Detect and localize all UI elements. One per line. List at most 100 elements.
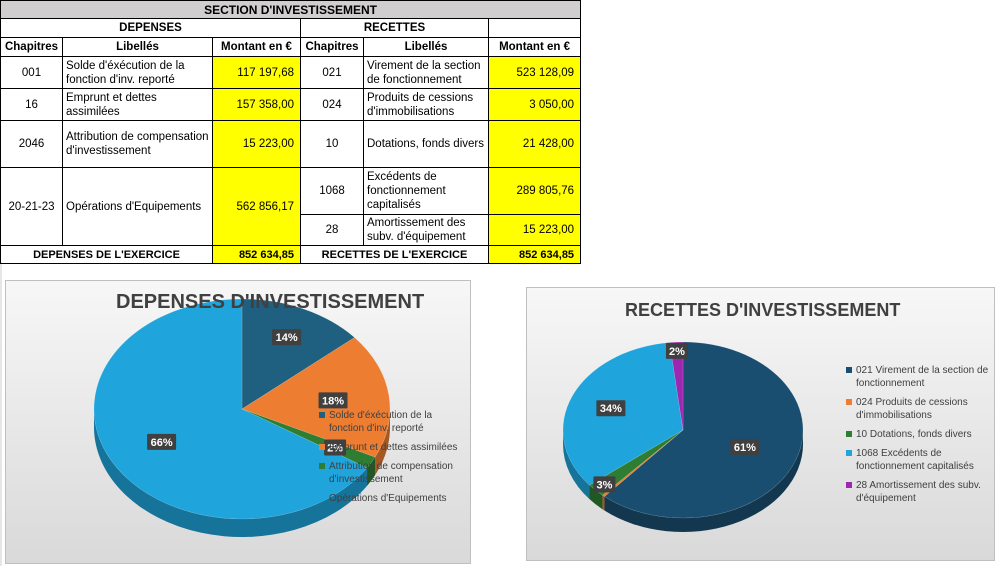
pie-slice-0[interactable]	[604, 341, 804, 519]
pie-data-label-2: 2%	[324, 439, 347, 456]
legend-swatch-1	[846, 399, 852, 405]
depenses-chart-title: DEPENSES D'INVESTISSEMENT	[116, 291, 425, 313]
col-montant-dep: Montant en €	[212, 37, 301, 57]
recettes-legend: 021 Virement de la section de fonctionne…	[846, 364, 994, 511]
dep-chapitre: 20-21-23	[0, 167, 63, 246]
legend-label-3: 1068 Excédents de fonctionnement capital…	[856, 448, 974, 472]
pie-slice-1[interactable]	[241, 337, 391, 458]
col-chapitres-dep: Chapitres	[0, 37, 63, 57]
depenses-legend: Solde d'éxécution de la fonction d'inv. …	[319, 409, 469, 511]
rec-montant: 21 428,00	[487, 120, 582, 168]
total-recettes-label: RECETTES DE L'EXERCICE	[300, 245, 489, 264]
budget-table: SECTION D'INVESTISSEMENT DEPENSES RECETT…	[0, 0, 582, 264]
pie-slice-3[interactable]	[93, 298, 368, 520]
sheet-margin	[0, 262, 2, 566]
col-chapitres-rec: Chapitres	[300, 37, 364, 57]
rec-chapitre: 10	[300, 120, 364, 168]
pie-slice-side-3	[563, 430, 590, 500]
rec-libelle: Excédents de fonctionnement capitalisés	[363, 167, 489, 215]
pie-slice-side-3	[93, 409, 368, 537]
section-title: SECTION D'INVESTISSEMENT	[0, 0, 582, 19]
dep-libelle: Emprunt et dettes assimilées	[62, 88, 213, 121]
total-depenses: 852 634,85	[212, 245, 301, 264]
pie-data-label-4: 2%	[665, 342, 688, 359]
legend-label-3: Opérations d'Equipements	[329, 493, 447, 504]
rec-libelle: Dotations, fonds divers	[363, 120, 489, 168]
legend-label-4: 28 Amortissement des subv. d'équipement	[856, 480, 981, 504]
total-recettes: 852 634,85	[487, 245, 582, 264]
svg-text:14%: 14%	[276, 332, 298, 344]
depenses-pie-svg: 14% 18% 2% 66%	[93, 298, 391, 537]
pie-slice-side-0	[604, 430, 803, 532]
rec-montant: 289 805,76	[487, 167, 582, 215]
rec-montant: 3 050,00	[487, 88, 582, 121]
svg-text:34%: 34%	[600, 403, 622, 415]
legend-item-1[interactable]: 024 Produits de cessions d'immobilisatio…	[846, 396, 994, 422]
dep-chapitre: 2046	[0, 120, 63, 168]
pie-data-label-1: 18%	[318, 392, 348, 409]
legend-item-4[interactable]: 28 Amortissement des subv. d'équipement	[846, 479, 994, 505]
svg-text:18%: 18%	[322, 395, 344, 407]
recettes-pie-svg: 61% 3% 34% 2%	[562, 341, 804, 532]
rec-libelle: Amortissement des subv. d'équipement	[363, 214, 489, 246]
pie-slice-side-2	[589, 485, 603, 510]
pie-slice-1[interactable]	[602, 429, 684, 497]
pie-slice-side-2	[367, 457, 376, 486]
dep-montant: 157 358,00	[212, 88, 301, 121]
legend-item-3[interactable]: Opérations d'Equipements	[319, 492, 469, 505]
col-montant-rec: Montant en €	[487, 37, 582, 57]
legend-item-0[interactable]: Solde d'éxécution de la fonction d'inv. …	[319, 409, 469, 435]
legend-item-1[interactable]: Emprunt et dettes assimilées	[319, 441, 469, 454]
pie-slice-4[interactable]	[669, 341, 684, 431]
pie-data-label-0: 14%	[272, 329, 302, 346]
dep-libelle: Attribution de compensation d'investisse…	[62, 120, 213, 168]
dep-montant: 562 856,17	[212, 167, 301, 246]
legend-label-2: Attribution de compensation d'investisse…	[329, 461, 453, 485]
rec-libelle: Produits de cessions d'immobilisations	[363, 88, 489, 121]
rec-chapitre: 28	[300, 214, 364, 246]
legend-swatch-4	[846, 482, 852, 488]
depenses-header: DEPENSES	[0, 18, 301, 38]
dep-montant: 117 197,68	[212, 56, 301, 89]
recettes-chart-title: RECETTES D'INVESTISSEMENT	[625, 300, 901, 320]
legend-swatch-3	[846, 450, 852, 456]
legend-swatch-2	[846, 431, 852, 437]
svg-text:66%: 66%	[151, 437, 173, 449]
legend-item-2[interactable]: 10 Dotations, fonds divers	[846, 428, 994, 441]
svg-text:2%: 2%	[669, 346, 685, 358]
dep-libelle: Solde d'éxécution de la fonction d'inv. …	[62, 56, 213, 89]
rec-montant: 15 223,00	[487, 214, 582, 246]
pie-data-label-3: 34%	[596, 400, 626, 417]
rec-montant: 523 128,09	[487, 56, 582, 89]
dep-chapitre: 001	[0, 56, 63, 89]
pie-data-label-3: 66%	[147, 433, 177, 450]
empty-header-cell	[487, 18, 582, 38]
dep-chapitre: 16	[0, 88, 63, 121]
total-depenses-label: DEPENSES DE L'EXERCICE	[0, 245, 213, 264]
recettes-chart[interactable]: 61% 3% 34% 2% RECETTES D'INVESTISSEMENT 021…	[526, 287, 995, 561]
legend-swatch-0	[846, 367, 852, 373]
dep-libelle: Opérations d'Equipements	[62, 167, 213, 246]
rec-chapitre: 1068	[300, 167, 364, 215]
legend-label-0: 021 Virement de la section de fonctionne…	[856, 365, 989, 389]
depenses-chart[interactable]: 14% 18% 2% 66% DEPENSES D'INVESTISSEMENT So…	[5, 280, 471, 564]
legend-label-1: Emprunt et dettes assimilées	[329, 442, 458, 453]
legend-item-3[interactable]: 1068 Excédents de fonctionnement capital…	[846, 447, 994, 473]
dep-montant: 15 223,00	[212, 120, 301, 168]
rec-libelle: Virement de la section de fonctionnement	[363, 56, 489, 89]
rec-chapitre: 024	[300, 88, 364, 121]
rec-chapitre: 021	[300, 56, 364, 89]
pie-side	[93, 409, 391, 537]
pie-slice-side-1	[602, 495, 605, 511]
legend-label-0: Solde d'éxécution de la fonction d'inv. …	[329, 410, 433, 434]
legend-label-2: 10 Dotations, fonds divers	[856, 429, 972, 440]
svg-text:2%: 2%	[327, 443, 343, 455]
col-libelles-rec: Libellés	[363, 37, 489, 57]
pie-side	[563, 430, 803, 532]
pie-slice-0[interactable]	[241, 298, 355, 410]
pie-data-label-2: 3%	[593, 476, 616, 493]
legend-item-0[interactable]: 021 Virement de la section de fonctionne…	[846, 364, 994, 390]
pie-data-label-0: 61%	[730, 438, 760, 455]
legend-swatch-2	[319, 463, 325, 469]
legend-item-2[interactable]: Attribution de compensation d'investisse…	[319, 460, 469, 486]
